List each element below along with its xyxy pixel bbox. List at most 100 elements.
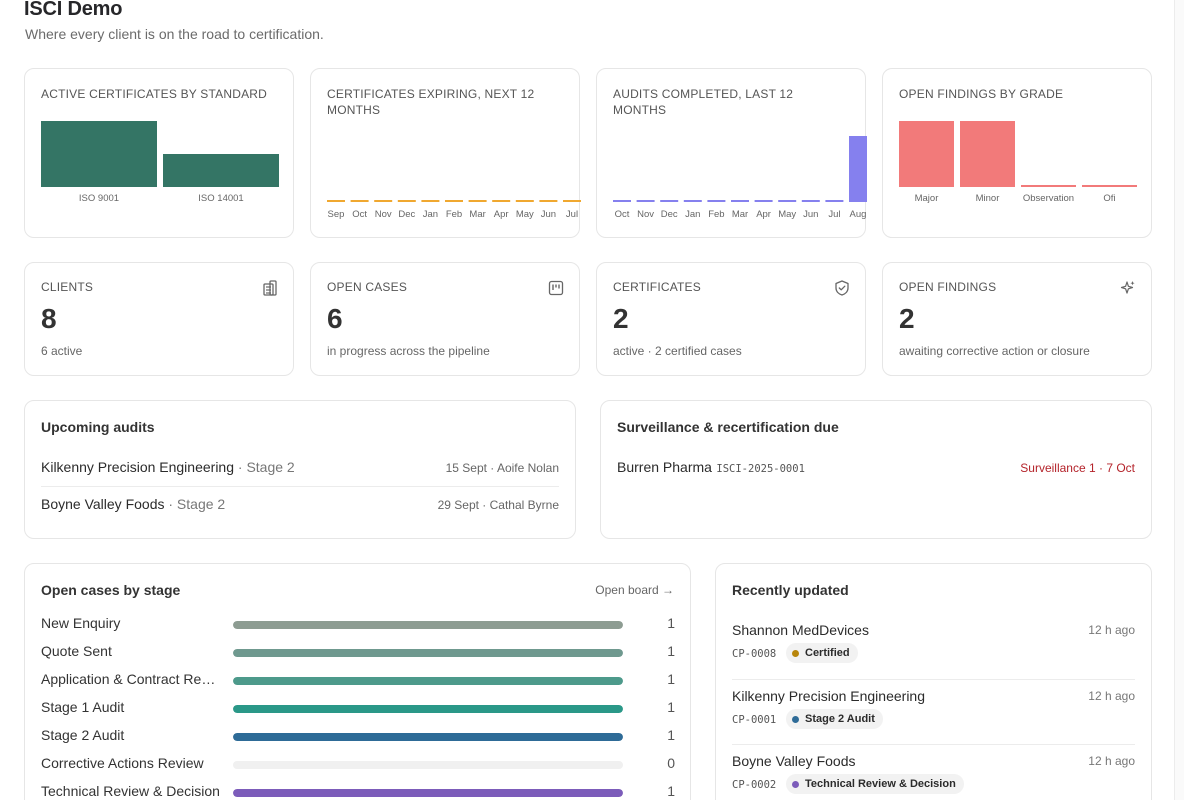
stage-row[interactable]: Application & Contract Review 1 — [41, 667, 675, 691]
surveillance-due-date: Surveillance 1 · 7 Oct — [1020, 461, 1135, 475]
stat-card-clients[interactable]: CLIENTS 8 6 active — [24, 262, 294, 376]
stage-name: Stage 1 Audit — [41, 699, 125, 715]
stage-bar-track — [233, 733, 623, 741]
stat-subtext: 6 active — [41, 344, 83, 358]
stage-row[interactable]: Technical Review & Decision 1 — [41, 779, 675, 800]
tick-label: Jun — [803, 209, 818, 220]
tick-label: Ofi — [1103, 193, 1115, 204]
status-dot — [792, 780, 799, 788]
stage-bar-fill — [233, 649, 623, 657]
stage-name: Quote Sent — [41, 643, 112, 659]
stat-label: CERTIFICATES — [613, 280, 701, 294]
tick-label: Aug — [850, 209, 867, 220]
stage-row[interactable]: New Enquiry 1 — [41, 611, 675, 635]
recent-updated-time: 12 h ago — [1088, 754, 1135, 768]
stage-count: 1 — [667, 671, 675, 687]
stage-row[interactable]: Stage 1 Audit 1 — [41, 695, 675, 719]
stat-card-open-findings[interactable]: OPEN FINDINGS 2 awaiting corrective acti… — [882, 262, 1152, 376]
stage-row[interactable]: Stage 2 Audit 1 — [41, 723, 675, 747]
stage-bar-track — [233, 677, 623, 685]
stage-bar-track — [233, 705, 623, 713]
open-cases-by-stage-card: Open cases by stage Open board → New Enq… — [24, 563, 691, 800]
tick-label: ISO 9001 — [79, 193, 119, 204]
tick-label: Sep — [328, 209, 345, 220]
bar — [539, 200, 558, 202]
recent-case-item[interactable]: Boyne Valley Foods 12 h ago CP-0002 Tech… — [732, 744, 1135, 800]
stage-name: Technical Review & Decision — [41, 783, 220, 799]
bar — [636, 200, 655, 202]
upcoming-audit-row[interactable]: Kilkenny Precision Engineering · Stage 2… — [41, 450, 559, 486]
audit-client: Boyne Valley Foods — [41, 495, 165, 512]
audit-client-cell: Boyne Valley Foods · Stage 2 — [41, 496, 225, 514]
case-code: CP-0001 — [732, 714, 777, 726]
stat-card-certificates[interactable]: CERTIFICATES 2 active · 2 certified case… — [596, 262, 866, 376]
bar — [778, 200, 797, 202]
audits-completed-chart: OctNovDecJanFebMarAprMayJunJulAugSep — [613, 136, 867, 220]
status-dot — [792, 715, 799, 723]
bar — [163, 154, 279, 187]
stat-value: 2 — [613, 303, 629, 334]
bar — [754, 200, 773, 202]
tick-label: May — [778, 209, 796, 220]
bar — [660, 200, 679, 202]
bar — [683, 200, 702, 202]
bar — [421, 200, 440, 202]
bar — [41, 121, 157, 187]
stat-subtext: awaiting corrective action or closure — [899, 344, 1090, 358]
recently-updated-card: Recently updated Shannon MedDevices 12 h… — [715, 563, 1152, 800]
status-badge: Stage 2 Audit — [786, 709, 883, 729]
upcoming-audits-card: Upcoming audits Kilkenny Precision Engin… — [24, 400, 576, 539]
status-dot — [792, 649, 799, 657]
tick-label: Apr — [494, 209, 509, 220]
bar — [801, 200, 820, 202]
page-subtitle: Where every client is on the road to cer… — [25, 26, 324, 42]
stage-bar-fill — [233, 677, 623, 685]
recent-case-item[interactable]: Kilkenny Precision Engineering 12 h ago … — [732, 679, 1135, 744]
stage-bar-track — [233, 789, 623, 797]
audit-date-auditor: 29 Sept · Cathal Byrne — [437, 497, 559, 512]
stage-bar-fill — [233, 733, 623, 741]
section-title: Upcoming audits — [41, 419, 155, 435]
open-findings-by-grade-chart: Major Minor Observation Ofi — [899, 121, 1137, 204]
bar — [707, 200, 726, 202]
page-scrollbar[interactable] — [1174, 0, 1184, 800]
kanban-icon — [548, 280, 564, 296]
stat-card-open-cases[interactable]: OPEN CASES 6 in progress across the pipe… — [310, 262, 580, 376]
case-code: CP-0008 — [732, 648, 777, 660]
recent-client-name: Shannon MedDevices — [732, 622, 869, 638]
upcoming-audit-row[interactable]: Boyne Valley Foods · Stage 2 29 Sept · C… — [41, 486, 559, 522]
page-title: ISCI Demo — [24, 0, 123, 20]
open-board-link[interactable]: Open board → — [595, 583, 674, 597]
stage-row[interactable]: Quote Sent 1 — [41, 639, 675, 663]
stage-name: Stage 2 Audit — [41, 727, 125, 743]
bar — [445, 200, 463, 202]
bar — [350, 200, 369, 202]
tick-label: Mar — [732, 209, 748, 220]
recent-case-item[interactable]: Shannon MedDevices 12 h ago CP-0008 Cert… — [732, 614, 1135, 679]
stat-label: OPEN FINDINGS — [899, 280, 997, 294]
building-icon — [263, 280, 277, 296]
stat-value: 2 — [899, 303, 915, 334]
stat-value: 8 — [41, 303, 57, 334]
surveillance-client-cell: Burren Pharma ISCI-2025-0001 — [617, 459, 805, 477]
bar — [960, 121, 1015, 187]
tick-label: Oct — [352, 209, 367, 220]
tick-label: Jan — [685, 209, 700, 220]
tick-label: Major — [915, 193, 939, 204]
stage-bar-fill — [233, 621, 623, 629]
stage-row[interactable]: Corrective Actions Review 0 — [41, 751, 675, 775]
tick-label: Dec — [398, 209, 415, 220]
tick-label: May — [516, 209, 534, 220]
stat-subtext: in progress across the pipeline — [327, 344, 490, 358]
case-code: CP-0002 — [732, 779, 777, 791]
stage-count: 1 — [667, 643, 675, 659]
tick-label: Jan — [423, 209, 438, 220]
recent-client-name: Kilkenny Precision Engineering — [732, 688, 925, 704]
chart-card-open-findings-by-grade: Major Minor Observation Ofi OPEN FINDINGS B… — [882, 68, 1152, 238]
recent-updated-time: 12 h ago — [1088, 623, 1135, 637]
status-label: Certified — [805, 647, 850, 659]
recent-updated-time: 12 h ago — [1088, 689, 1135, 703]
chart-title: ACTIVE CERTIFICATES BY STANDARD — [41, 87, 268, 101]
surveillance-row[interactable]: Burren Pharma ISCI-2025-0001 Surveillanc… — [617, 450, 1135, 486]
status-badge: Certified — [786, 643, 858, 663]
